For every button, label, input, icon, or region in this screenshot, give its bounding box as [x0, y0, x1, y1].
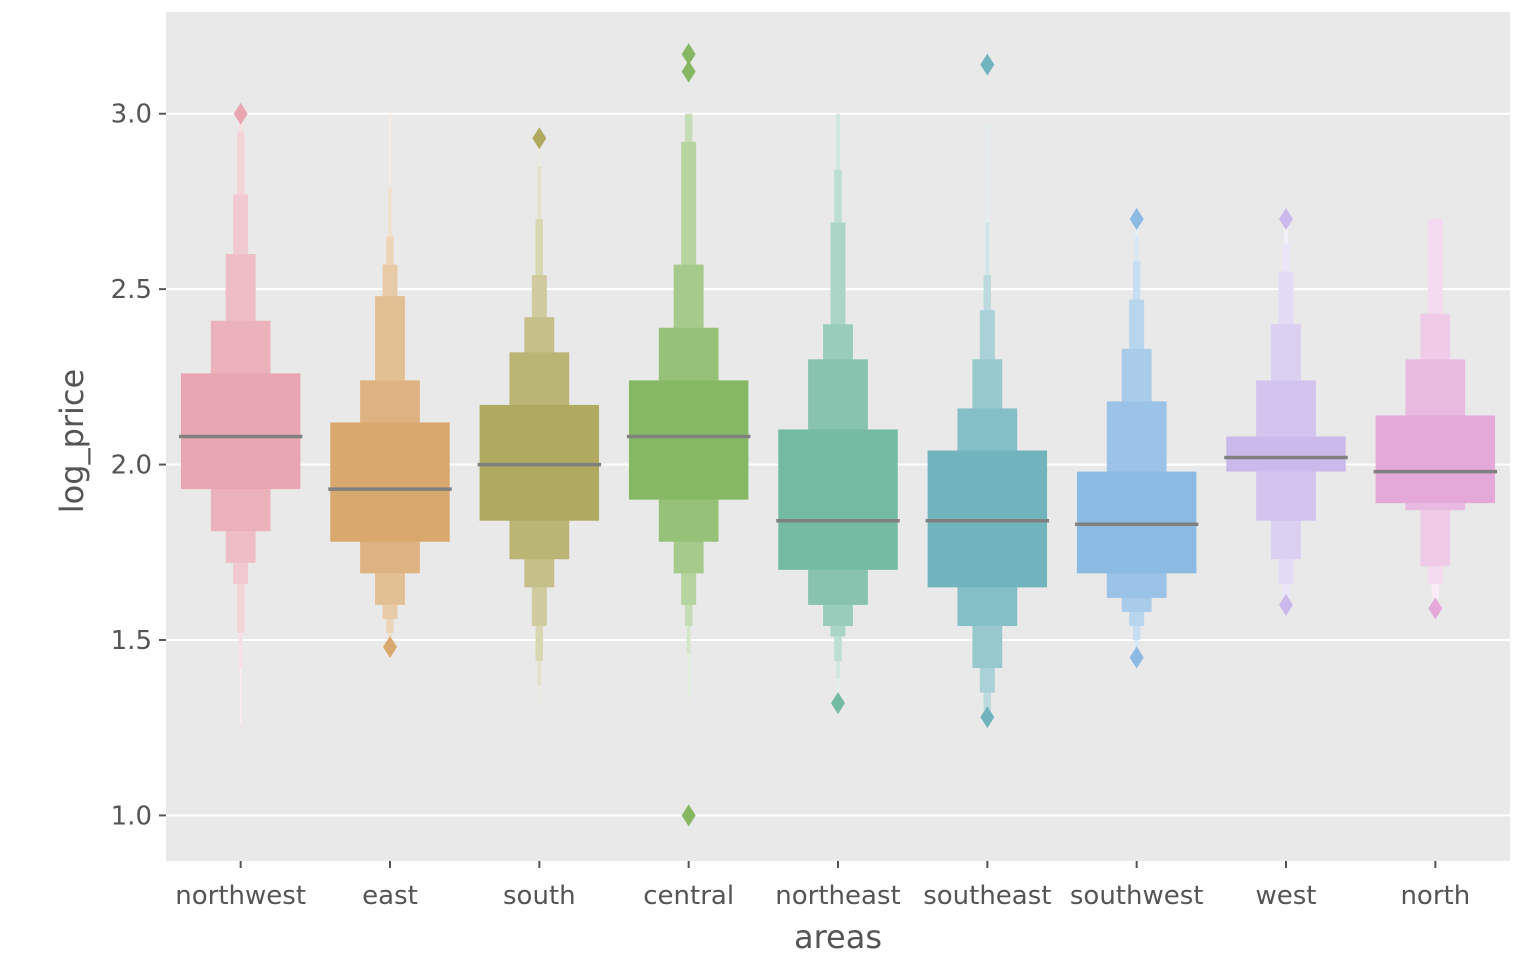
- letter-value-box: [628, 380, 749, 500]
- x-tick-label: central: [643, 881, 734, 911]
- letter-value-box: [330, 422, 450, 542]
- boxen-northwest: [178, 102, 303, 725]
- y-tick-label: 1.5: [111, 626, 152, 656]
- boxen-southwest: [1074, 207, 1199, 669]
- y-axis: 1.0 1.5 2.0 2.5 3.0: [111, 100, 166, 831]
- letter-value-box: [927, 450, 1048, 588]
- letter-value-box: [778, 429, 898, 570]
- outlier-point: [1129, 646, 1144, 669]
- y-tick-label: 2.5: [111, 275, 152, 305]
- x-tick-label: north: [1400, 881, 1470, 911]
- boxen-east: [328, 113, 452, 658]
- outlier-point: [980, 53, 995, 76]
- y-tick-label: 2.0: [111, 451, 152, 481]
- y-tick-label: 1.0: [111, 801, 152, 831]
- letter-value-box: [1375, 415, 1496, 504]
- y-axis-label: log_price: [53, 369, 91, 513]
- outlier-point: [383, 635, 397, 658]
- boxen-plots: [178, 43, 1498, 827]
- x-tick-label: southwest: [1070, 881, 1204, 911]
- x-axis: northwest east south central northeast southe…: [175, 861, 1470, 911]
- outlier-point: [233, 102, 248, 125]
- x-tick-label: west: [1255, 881, 1316, 911]
- outlier-point: [681, 804, 696, 827]
- x-tick-label: northwest: [175, 881, 306, 911]
- boxen-south: [477, 127, 602, 707]
- letter-value-box: [1226, 436, 1346, 472]
- letter-value-box: [1076, 471, 1197, 574]
- boxen-north: [1373, 218, 1498, 620]
- outlier-point: [681, 60, 696, 83]
- outlier-point: [1129, 207, 1144, 230]
- x-tick-label: south: [503, 881, 576, 911]
- boxen-southeast: [925, 53, 1050, 729]
- boxen-west: [1224, 207, 1348, 616]
- outlier-point: [1279, 207, 1293, 230]
- letter-value-box: [479, 404, 600, 521]
- outlier-point: [1428, 597, 1443, 620]
- x-axis-label: areas: [794, 918, 882, 956]
- x-tick-label: east: [362, 881, 418, 911]
- letter-value-box: [180, 373, 301, 490]
- x-tick-label: northeast: [775, 881, 900, 911]
- outlier-point: [980, 706, 995, 729]
- x-tick-label: southeast: [923, 881, 1051, 911]
- outlier-point: [681, 43, 696, 66]
- outlier-point: [831, 692, 845, 715]
- outlier-point: [1279, 593, 1293, 616]
- boxen-northeast: [776, 113, 900, 715]
- outlier-point: [532, 127, 547, 150]
- boxen-central: [626, 43, 751, 827]
- y-tick-label: 3.0: [111, 100, 152, 130]
